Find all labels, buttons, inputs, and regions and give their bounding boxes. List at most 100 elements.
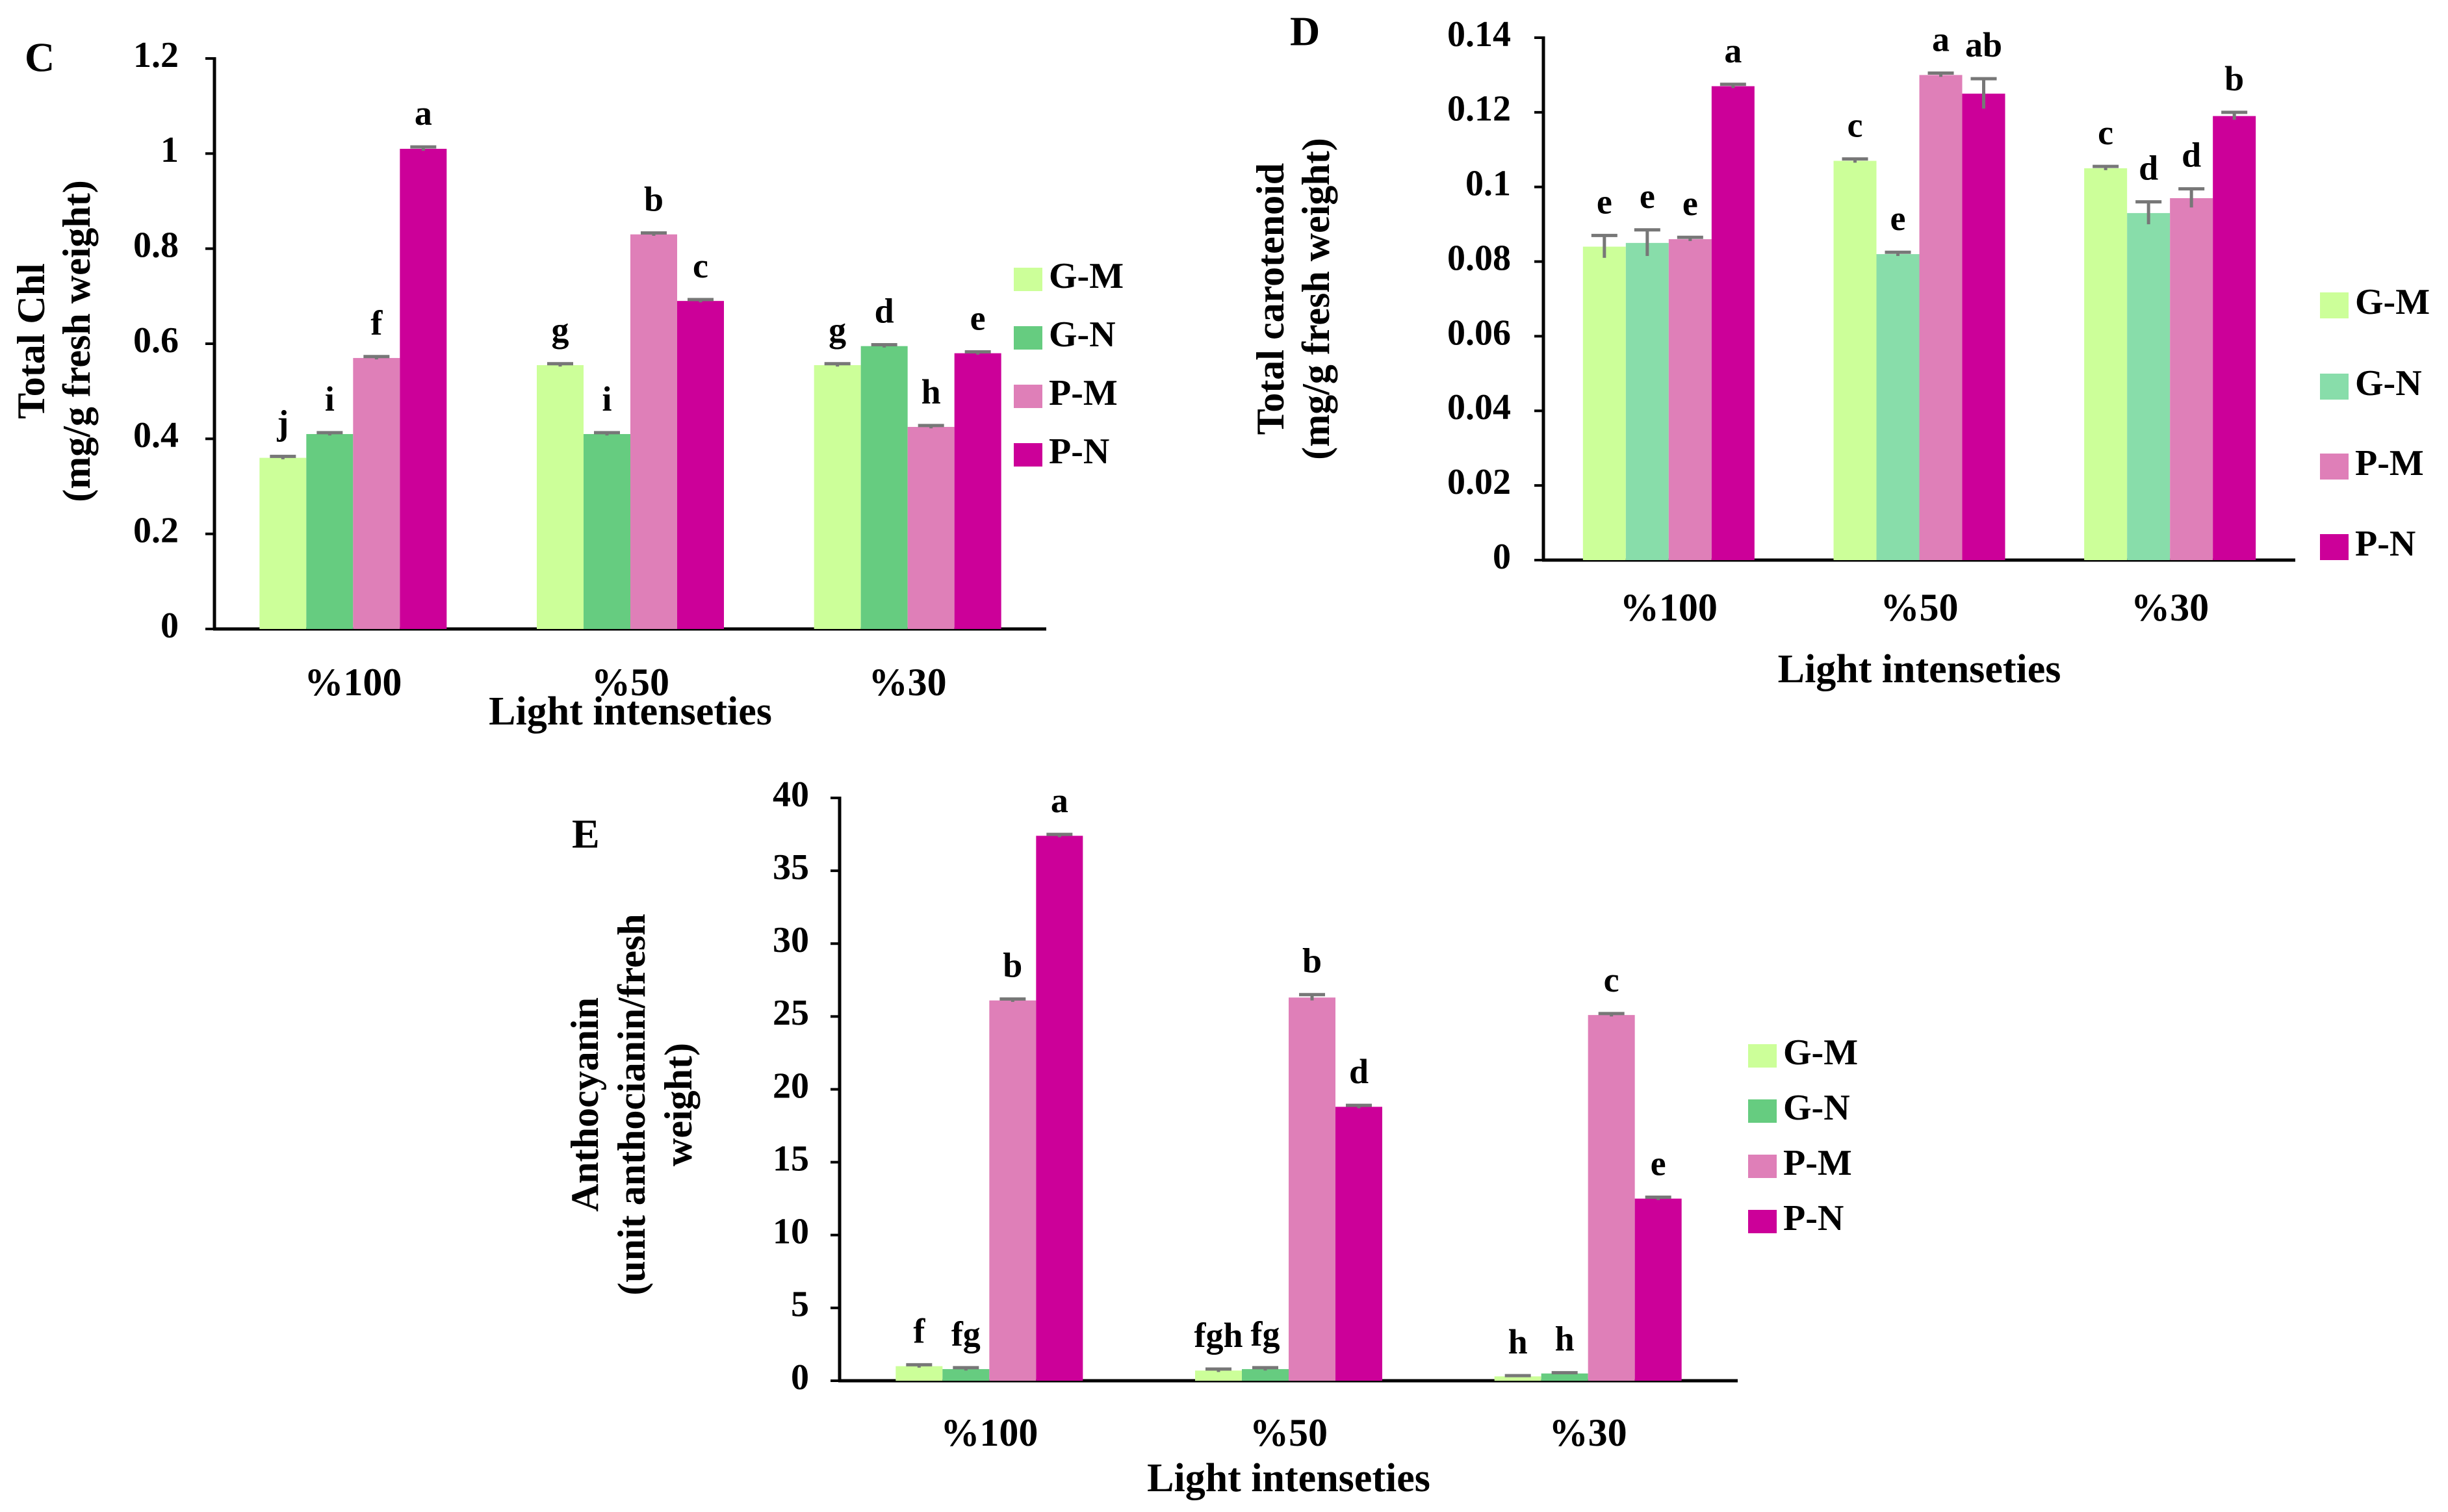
significance-letter: h — [1508, 1322, 1528, 1361]
legend-label: P-N — [2355, 524, 2416, 564]
bar-p-m-pct50 — [1289, 997, 1335, 1381]
significance-letter: f — [370, 303, 383, 342]
significance-letter: g — [829, 311, 846, 350]
legend-label: P-M — [2355, 443, 2424, 483]
y-tick-label: 0.06 — [1447, 313, 1511, 353]
legend-swatch-p-m — [1748, 1155, 1777, 1178]
y-tick-label: 10 — [773, 1212, 809, 1252]
legend-label: G-N — [2355, 363, 2422, 404]
x-category-label: %100 — [304, 661, 402, 704]
bar-g-m-pct30 — [2084, 168, 2128, 560]
bar-p-m-pct30 — [1588, 1015, 1635, 1381]
significance-letter: h — [1555, 1320, 1575, 1359]
panel-letter: D — [1290, 8, 1320, 55]
bar-g-n-pct50 — [584, 434, 630, 629]
y-tick-label: 0.8 — [133, 225, 179, 266]
bar-g-m-pct30 — [1494, 1376, 1541, 1381]
bar-p-n-pct30 — [954, 353, 1001, 629]
bar-g-n-pct30 — [860, 346, 908, 629]
bar-g-m-pct50 — [537, 365, 584, 629]
significance-letter: e — [1890, 199, 1906, 238]
legend-swatch-p-n — [1748, 1210, 1777, 1233]
significance-letter: d — [2182, 136, 2201, 175]
legend-label: P-N — [1049, 431, 1109, 472]
significance-letter: i — [325, 379, 335, 418]
bar-p-n-pct100 — [400, 149, 447, 629]
bar-g-n-pct100 — [1625, 242, 1669, 560]
significance-letter: e — [1597, 182, 1612, 221]
significance-letter: c — [1848, 106, 1863, 145]
legend-swatch-g-n — [1748, 1099, 1777, 1123]
panel-letter: E — [572, 811, 600, 857]
significance-letter: c — [2098, 113, 2113, 152]
y-tick-label: 0.04 — [1447, 387, 1511, 428]
significance-letter: e — [970, 298, 986, 337]
x-category-label: %100 — [940, 1411, 1038, 1454]
y-axis-title: (unit anthocianin/fresh — [610, 914, 653, 1295]
bar-p-m-pct30 — [2170, 198, 2213, 560]
significance-letter: fg — [1251, 1314, 1280, 1353]
significance-letter: b — [1302, 942, 1322, 980]
y-axis-title: Anthocyanin — [563, 997, 606, 1212]
legend-swatch-g-m — [1748, 1044, 1777, 1068]
legend-label: G-N — [1049, 314, 1116, 355]
bar-p-m-pct50 — [1919, 75, 1963, 560]
y-axis-title: (mg/g fresh weight) — [55, 180, 98, 502]
legend-swatch-p-m — [2320, 454, 2349, 480]
x-axis-title: Light intenseties — [1147, 1456, 1430, 1500]
bar-p-n-pct30 — [2213, 116, 2256, 561]
y-tick-label: 0.2 — [133, 511, 179, 551]
bar-g-n-pct50 — [1242, 1369, 1289, 1381]
significance-letter: d — [2139, 149, 2158, 188]
y-tick-label: 0 — [161, 606, 179, 646]
significance-letter: e — [1640, 177, 1655, 216]
legend-swatch-g-m — [2320, 292, 2349, 318]
x-category-label: %30 — [1549, 1411, 1627, 1454]
y-tick-label: 0.6 — [133, 320, 179, 361]
significance-letter: a — [1932, 20, 1950, 59]
significance-letter: ab — [1965, 25, 2002, 64]
bar-g-m-pct30 — [814, 365, 861, 629]
y-tick-label: 0.12 — [1447, 89, 1511, 129]
significance-letter: b — [644, 180, 664, 219]
bar-p-n-pct50 — [1335, 1107, 1382, 1381]
y-axis-title: weight) — [657, 1043, 700, 1166]
y-tick-label: 40 — [773, 775, 809, 815]
y-tick-label: 35 — [773, 847, 809, 888]
significance-letter: c — [1604, 960, 1619, 999]
significance-letter: a — [1051, 781, 1068, 820]
x-category-label: %50 — [1881, 586, 1959, 629]
x-category-label: %30 — [2131, 586, 2209, 629]
bar-g-m-pct100 — [259, 457, 307, 629]
legend-swatch-p-m — [1014, 385, 1042, 408]
panel-letter: C — [25, 34, 55, 81]
legend-swatch-g-n — [1014, 326, 1042, 350]
legend-label: P-M — [1783, 1143, 1852, 1183]
bar-g-m-pct50 — [1195, 1370, 1242, 1381]
x-axis-title: Light intenseties — [489, 689, 772, 734]
y-tick-label: 1 — [161, 130, 179, 170]
significance-letter: g — [552, 311, 569, 350]
bar-p-m-pct50 — [630, 234, 677, 629]
significance-letter: fgh — [1194, 1316, 1243, 1355]
x-category-label: %30 — [869, 661, 947, 704]
legend-label: P-N — [1783, 1198, 1844, 1238]
legend-label: G-M — [1783, 1032, 1858, 1073]
y-tick-label: 0.4 — [133, 415, 179, 455]
bar-g-m-pct100 — [1582, 246, 1626, 560]
significance-letter: b — [2224, 59, 2244, 98]
y-axis-title: Total carotenoid — [1249, 163, 1292, 435]
significance-letter: h — [921, 372, 941, 411]
bar-g-n-pct30 — [1541, 1373, 1588, 1381]
legend-label: G-M — [2355, 282, 2430, 322]
bar-g-n-pct100 — [306, 434, 354, 629]
y-tick-label: 15 — [773, 1138, 809, 1179]
y-tick-label: 30 — [773, 920, 809, 960]
bar-p-n-pct50 — [677, 301, 724, 629]
y-tick-label: 0.08 — [1447, 238, 1511, 278]
bar-p-m-pct100 — [353, 357, 400, 629]
significance-letter: e — [1651, 1144, 1666, 1183]
bar-p-m-pct30 — [907, 427, 955, 629]
